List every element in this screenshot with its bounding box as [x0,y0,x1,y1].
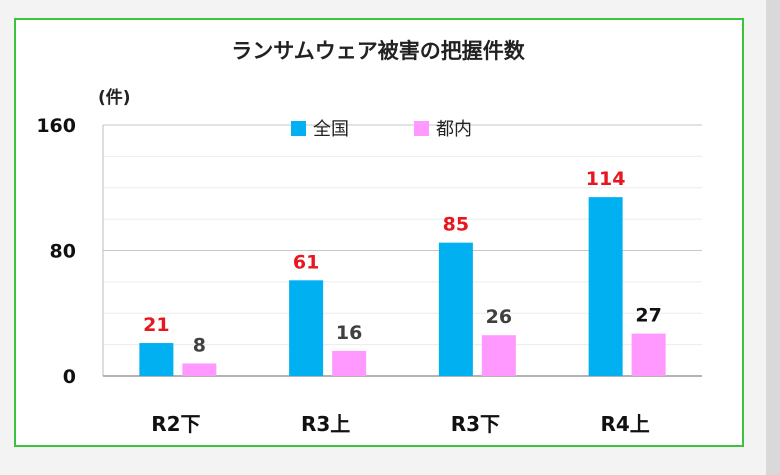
data-label: 114 [586,168,626,190]
data-label: 85 [443,214,469,236]
category-label: R4上 [600,412,649,436]
window-edge [766,0,780,475]
bar-national [588,197,623,376]
category-label: R3下 [451,412,500,436]
bar-tokyo [481,335,516,376]
data-label: 21 [143,314,169,336]
bar-national [289,280,324,376]
legend-swatch [291,121,306,136]
y-tick-label: 160 [36,115,76,137]
data-label: 16 [336,322,362,344]
legend-label: 全国 [313,119,349,140]
data-label: 26 [486,306,512,328]
legend: 全国 都内 [291,119,472,140]
category-label: R2下 [151,412,200,436]
data-label: 61 [293,251,319,273]
bar-tokyo [182,363,217,376]
data-label: 27 [635,305,661,327]
data-labels: 21 8 61 16 85 26 114 27 [143,168,662,356]
y-tick-label: 0 [63,366,76,388]
legend-swatch [414,121,429,136]
unit-label: (件) [98,87,131,108]
category-label: R3上 [301,412,350,436]
bar-tokyo [631,333,666,376]
category-labels: R2下 R3上 R3下 R4上 [151,412,650,436]
bar-tokyo [332,350,367,376]
y-tick-label: 80 [50,241,76,263]
chart-title: ランサムウェア被害の把握件数 [231,39,526,63]
data-label: 8 [193,334,206,356]
bars [139,197,666,376]
legend-label: 都内 [436,119,472,140]
bar-national [139,343,174,376]
y-tick-labels: 0 80 160 [36,115,76,388]
bar-national [438,242,473,376]
